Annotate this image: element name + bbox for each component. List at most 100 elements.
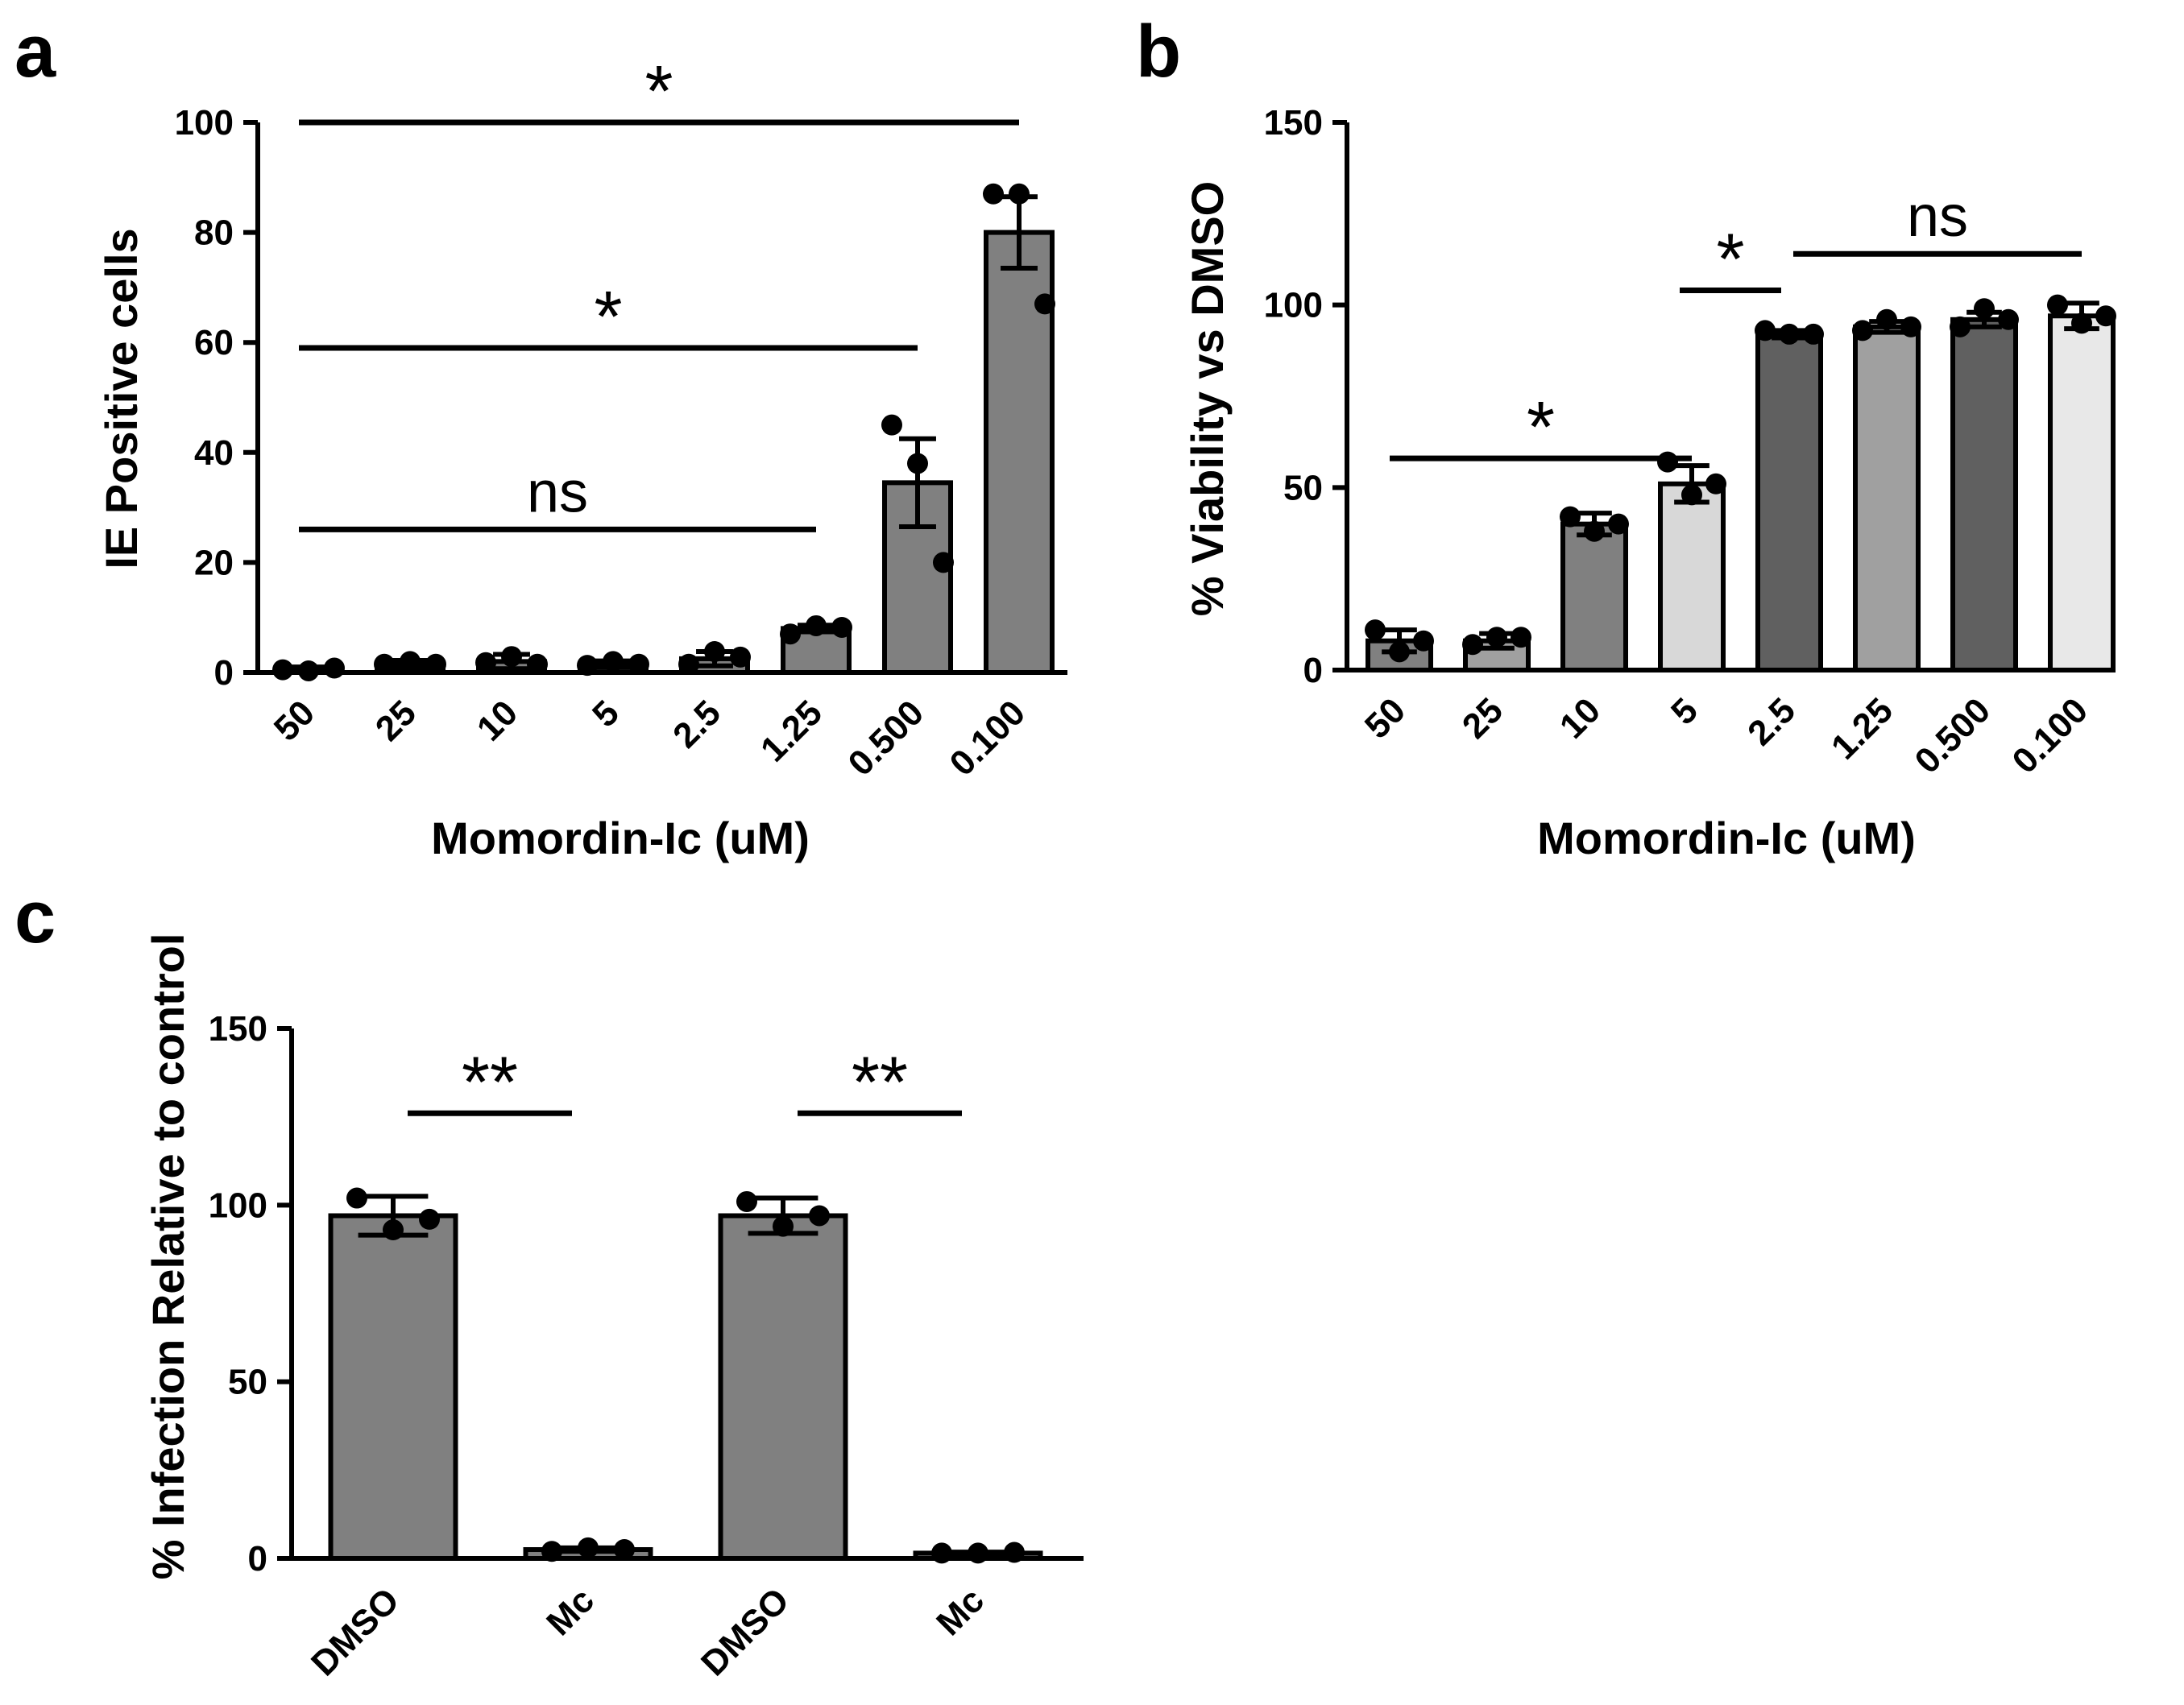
- panel-b-data-point: [1755, 320, 1776, 341]
- panel-c-data-point: [809, 1205, 830, 1227]
- panel-b-bar: [2048, 313, 2116, 672]
- panel-c-x-tick-label: DMSO: [694, 1580, 797, 1683]
- panel-a-x-tick-label: 25: [368, 693, 424, 748]
- panel-a-significance-label: ns: [527, 460, 588, 524]
- panel-a-x-tick-label: 0.500: [841, 693, 932, 784]
- panel-a-x-tick-label: 5: [585, 693, 627, 735]
- panel-a-chart: 0 20 40 60 80 100 50 25 10 5 2.5 1.25 0.500 0.100 * * ns: [175, 52, 1067, 784]
- panel-a-y-tick-label: 0: [214, 653, 234, 693]
- panel-c-data-point: [773, 1215, 794, 1237]
- panel-c-y-tick-label: 150: [209, 1009, 267, 1049]
- panel-a-data-point: [374, 653, 395, 675]
- panel-a-data-point: [1034, 293, 1055, 315]
- panel-b-bar: [1755, 331, 1823, 672]
- panel-b-data-point: [1974, 298, 1995, 320]
- panel-b-x-tick-label: 25: [1455, 690, 1511, 746]
- panel-b-significance-label: *: [1716, 220, 1744, 300]
- panel-a-data-point: [298, 660, 319, 681]
- panel-a-xlabel: Momordin-Ic (uM): [431, 813, 810, 863]
- panel-a-y-tick-label: 80: [194, 213, 234, 253]
- panel-b-x-tick-label: 1.25: [1824, 690, 1900, 767]
- panel-c-data-point: [541, 1541, 562, 1562]
- panel-b-y-tick-label: 0: [1303, 651, 1323, 690]
- panel-b-data-point: [1560, 506, 1581, 528]
- panel-c-data-point: [931, 1542, 952, 1564]
- panel-a-ylabel: IE Positive cells: [96, 228, 147, 569]
- panel-a-x-tick-label: 0.100: [943, 693, 1034, 784]
- panel-a-data-point: [806, 615, 827, 636]
- panel-c-data-point: [968, 1542, 988, 1564]
- panel-a-significance-label: *: [594, 277, 622, 358]
- panel-a-data-point: [272, 659, 293, 681]
- panel-a-data-point: [831, 616, 852, 638]
- panel-letter-a: a: [15, 10, 56, 93]
- panel-c-data-point: [1004, 1542, 1025, 1563]
- panel-a-data-point: [527, 653, 548, 675]
- panel-a-data-point: [400, 651, 421, 672]
- panel-c-x-tick-label: Mc: [929, 1580, 992, 1643]
- panel-b-y-tick-label: 150: [1264, 103, 1323, 143]
- panel-a-data-point: [425, 653, 446, 675]
- panel-b-x-tick-label: 2.5: [1740, 690, 1803, 753]
- panel-b-data-point: [1681, 484, 1702, 506]
- panel-a-x-tick-label: 50: [267, 693, 322, 748]
- panel-b-x-tick-label: 0.100: [2005, 690, 2096, 781]
- panel-a-data-point: [678, 653, 699, 675]
- panel-b-data-point: [2071, 312, 2092, 334]
- panel-a-data-point: [983, 183, 1004, 205]
- panel-b-bar: [1560, 521, 1628, 673]
- panel-b-data-point: [1413, 630, 1434, 652]
- panel-c-data-point: [419, 1208, 440, 1230]
- panel-b-data-point: [1900, 316, 1921, 337]
- panel-c-data-point: [614, 1539, 635, 1561]
- panel-c-data-point: [736, 1190, 757, 1212]
- panel-a-data-point: [475, 652, 496, 673]
- panel-b-x-tick-label: 10: [1552, 690, 1608, 746]
- panel-c-bar: [328, 1213, 458, 1561]
- panel-c-significance-label: **: [462, 1042, 518, 1123]
- panel-b-significance-label: *: [1527, 387, 1555, 468]
- panel-b-data-point: [1779, 323, 1800, 345]
- panel-a-y-tick-label: 40: [194, 433, 234, 473]
- panel-a-y-tick-label: 100: [175, 103, 234, 143]
- panel-a-x-tick-label: 1.25: [753, 693, 830, 769]
- panel-b-data-point: [1584, 520, 1605, 542]
- panel-b-data-point: [1803, 323, 1824, 345]
- panel-c-ylabel: % Infection Relative to control: [143, 933, 193, 1580]
- panel-b-chart: 0 50 100 150 50 25 10 5 2.5 1.25 0.500 0.100 * * ns: [1264, 103, 2116, 781]
- panel-c-data-point: [346, 1187, 367, 1209]
- panel-b-data-point: [1486, 627, 1507, 648]
- panel-a-data-point: [881, 414, 902, 436]
- panel-c-chart: 0 50 100 150 DMSO Mc DMSO Mc ** **: [209, 1009, 1084, 1683]
- panel-b-bar: [1853, 324, 1921, 672]
- panel-a-data-point: [501, 646, 522, 668]
- panel-a-data-point: [1009, 183, 1030, 205]
- panel-a-x-tick-label: 2.5: [665, 693, 728, 755]
- panel-b-xlabel: Momordin-Ic (uM): [1537, 813, 1916, 863]
- panel-c-y-tick-label: 50: [228, 1363, 267, 1402]
- panel-b-data-point: [1462, 634, 1483, 656]
- panel-a-data-point: [628, 653, 649, 675]
- panel-a-data-point: [780, 623, 801, 645]
- panel-c-y-tick-label: 100: [209, 1186, 267, 1225]
- panel-a-y-tick-label: 60: [194, 323, 234, 362]
- panel-b-data-point: [2047, 294, 2068, 316]
- panel-b-data-point: [1608, 513, 1629, 535]
- panel-a-data-point: [704, 641, 725, 663]
- panel-b-data-point: [1876, 308, 1897, 330]
- panel-b-data-point: [2095, 305, 2116, 327]
- panel-b-data-point: [1705, 473, 1726, 495]
- panel-c-bar: [718, 1213, 848, 1561]
- panel-b-bar: [1658, 481, 1726, 672]
- panel-c-significance-label: **: [852, 1042, 908, 1123]
- panel-b-x-tick-label: 50: [1357, 690, 1413, 746]
- panel-b-bar: [1950, 317, 2018, 672]
- panel-b-x-tick-label: 5: [1664, 690, 1705, 732]
- panel-a-significance-label: *: [644, 52, 673, 132]
- panel-a-data-point: [933, 552, 954, 573]
- panel-b-data-point: [1365, 619, 1386, 641]
- panel-b-data-point: [1389, 641, 1410, 663]
- panel-c-data-point: [578, 1537, 599, 1558]
- panel-a-data-point: [324, 657, 345, 679]
